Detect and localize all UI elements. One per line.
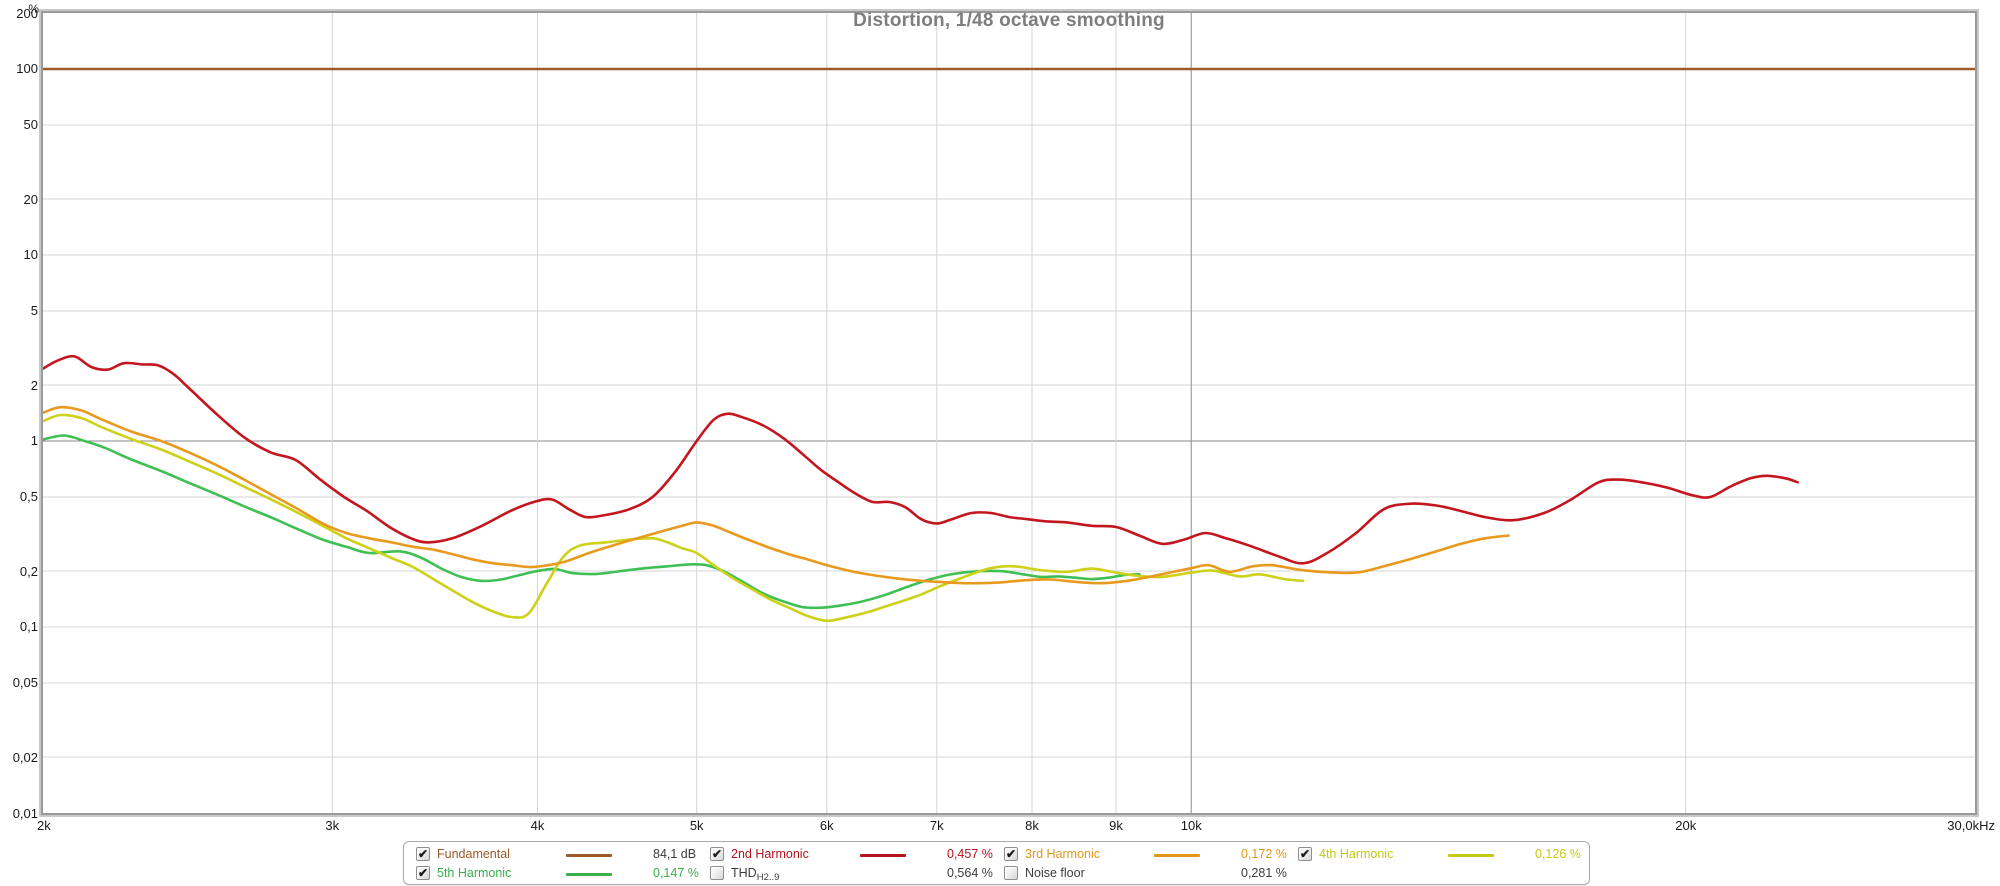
- legend-item-3rd-harmonic: ✔ 3rd Harmonic 0,172 %: [1004, 846, 1288, 863]
- legend-label-3rd-harmonic: 3rd Harmonic: [1025, 847, 1101, 861]
- y-tick-label: 50: [23, 117, 38, 133]
- x-tick-label: 9k: [1109, 818, 1123, 833]
- y-tick-label: 0,2: [19, 563, 38, 579]
- checkbox-2nd-harmonic[interactable]: ✔: [710, 847, 724, 861]
- x-tick-label: 5k: [689, 818, 704, 833]
- x-tick-label: 7k: [929, 818, 944, 833]
- trace-swatch-3rd-harmonic: [1154, 854, 1200, 857]
- trace-swatch-4th-harmonic: [1448, 854, 1494, 857]
- legend-value-thd: 0,564 %: [947, 866, 993, 880]
- y-tick-label: 0,1: [19, 619, 38, 635]
- legend-label-4th-harmonic: 4th Harmonic: [1319, 847, 1394, 861]
- plot-frame: [41, 11, 1977, 815]
- y-axis-unit-label: %: [28, 2, 39, 16]
- y-tick-label: 20: [23, 191, 38, 207]
- checkbox-3rd-harmonic[interactable]: ✔: [1004, 847, 1018, 861]
- chart-title: Distortion, 1/48 octave smoothing: [853, 10, 1165, 31]
- y-tick-label: 5: [30, 303, 38, 319]
- y-tick-label: 0,05: [12, 675, 38, 691]
- trace-4th-harmonic: [43, 413, 1305, 623]
- x-tick-label: 30,0kHz: [1947, 818, 1995, 833]
- legend-box: ✔ Fundamental 84,1 dB ✔ 2nd Harmonic 0,457 % ✔…: [403, 841, 1590, 885]
- legend-value-fundamental: 84,1 dB: [653, 847, 697, 861]
- legend-item-fundamental: ✔ Fundamental 84,1 dB: [416, 846, 700, 863]
- legend-item-thd: THDH2..9 0,564 %: [710, 865, 994, 883]
- legend-item-4th-harmonic: ✔ 4th Harmonic 0,126 %: [1298, 846, 1582, 863]
- y-tick-label: 200: [16, 5, 38, 21]
- trace-3rd-harmonic: [43, 405, 1510, 585]
- x-tick-label: 4k: [530, 818, 545, 833]
- trace-swatch-fundamental: [566, 854, 612, 857]
- legend-value-5th-harmonic: 0,147 %: [653, 866, 699, 880]
- legend-value-noise-floor: 0,281 %: [1241, 866, 1287, 880]
- y-tick-label: 10: [23, 247, 38, 263]
- checkbox-5th-harmonic[interactable]: ✔: [416, 866, 430, 880]
- legend-value-3rd-harmonic: 0,172 %: [1241, 847, 1287, 861]
- legend-sublabel-thd: H2..9: [756, 872, 780, 883]
- legend-item-2nd-harmonic: ✔ 2nd Harmonic 0,457 %: [710, 846, 994, 863]
- y-tick-label: 1: [30, 433, 38, 449]
- trace-5th-harmonic: [43, 434, 1141, 610]
- y-tick-label: 2: [30, 377, 38, 393]
- legend-label-5th-harmonic: 5th Harmonic: [437, 866, 512, 880]
- legend-value-4th-harmonic: 0,126 %: [1535, 847, 1581, 861]
- legend-value-2nd-harmonic: 0,457 %: [947, 847, 993, 861]
- x-tick-label: 8k: [1025, 818, 1039, 833]
- y-tick-label: 0,02: [12, 749, 38, 765]
- trace-swatch-5th-harmonic: [566, 873, 612, 876]
- legend-item-5th-harmonic: ✔ 5th Harmonic 0,147 %: [416, 865, 700, 882]
- y-tick-label: 100: [16, 61, 38, 77]
- x-tick-label: 6k: [819, 818, 834, 833]
- y-tick-label: 0,01: [12, 805, 38, 821]
- checkbox-4th-harmonic[interactable]: ✔: [1298, 847, 1312, 861]
- checkbox-fundamental[interactable]: ✔: [416, 847, 430, 861]
- y-tick-label: 0,5: [19, 489, 38, 505]
- legend-label-2nd-harmonic: 2nd Harmonic: [731, 847, 809, 861]
- checkbox-noise-floor[interactable]: [1004, 866, 1018, 880]
- checkbox-thd[interactable]: [710, 866, 724, 880]
- legend-label-fundamental: Fundamental: [437, 847, 510, 861]
- x-tick-label: 20k: [1675, 818, 1697, 833]
- legend-label-thd: THDH2..9: [731, 866, 780, 883]
- legend-label-noise-floor: Noise floor: [1025, 866, 1085, 880]
- x-tick-label: 10k: [1180, 818, 1202, 833]
- x-tick-label: 2k: [37, 818, 51, 833]
- trace-2nd-harmonic: [43, 354, 1799, 565]
- x-tick-label: 3k: [325, 818, 340, 833]
- legend-item-noise-floor: Noise floor 0,281 %: [1004, 865, 1288, 882]
- plot-background[interactable]: [43, 13, 1975, 813]
- trace-swatch-2nd-harmonic: [860, 854, 906, 857]
